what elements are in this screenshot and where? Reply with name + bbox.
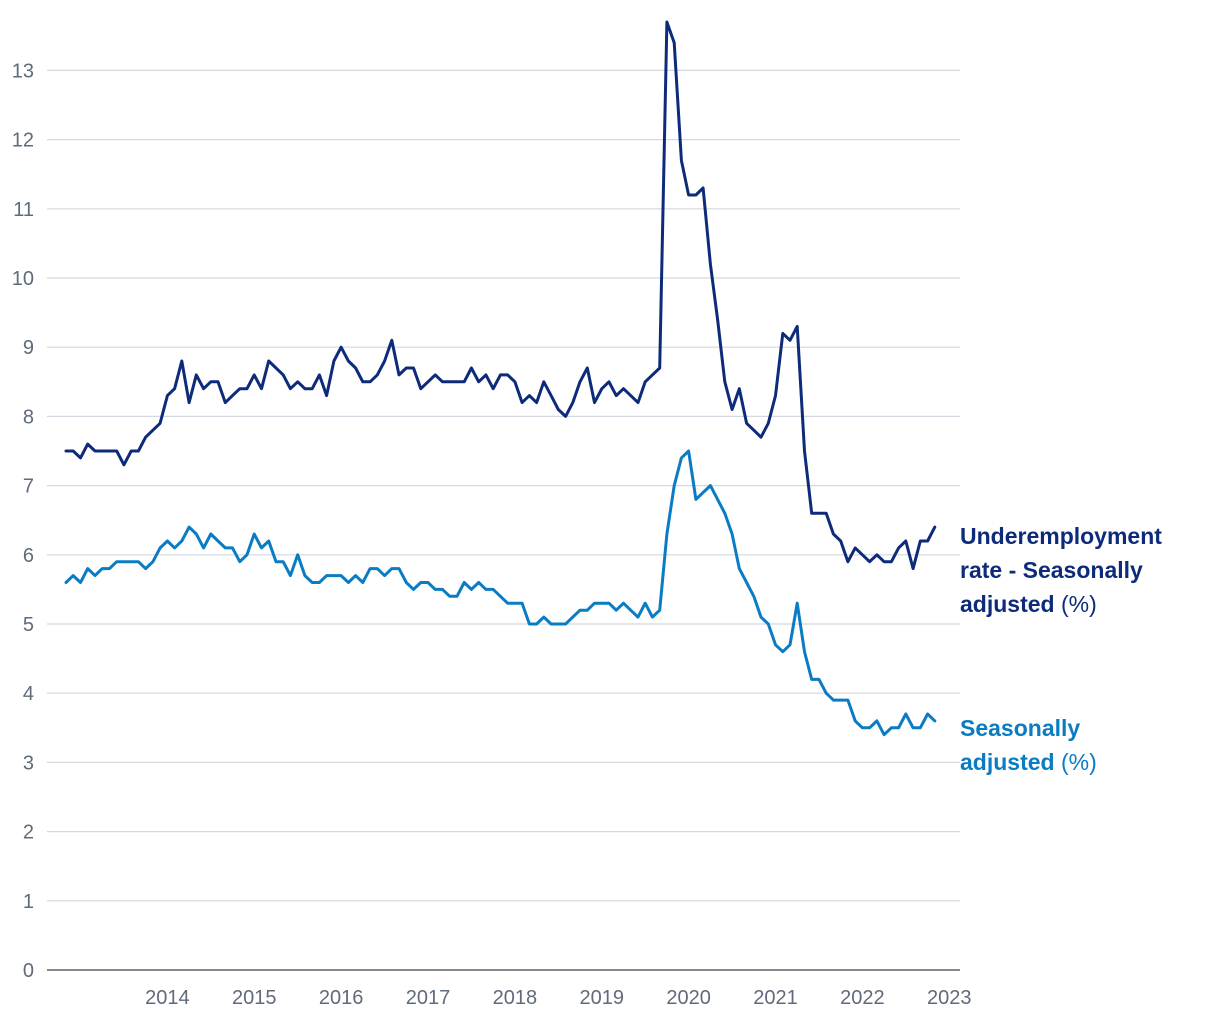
y-tick-label-8: 8 (23, 406, 34, 428)
y-tick-label-5: 5 (23, 614, 34, 636)
y-tick-label-2: 2 (23, 822, 34, 844)
gridlines (47, 69, 960, 971)
x-tick-label-2020: 2020 (666, 987, 711, 1009)
y-tick-label-11: 11 (13, 199, 34, 221)
series-line-unemployment (64, 449, 937, 737)
y-tick-label-10: 10 (12, 268, 34, 290)
y-tick-label-1: 1 (23, 891, 34, 913)
legend-underemployment-label: adjusted (960, 591, 1055, 617)
y-tick-label-13: 13 (12, 60, 34, 82)
y-tick-label-9: 9 (23, 337, 34, 359)
x-tick-label-2018: 2018 (493, 987, 538, 1009)
series-line-underemployment (64, 20, 937, 571)
legend-unemployment-unit: (%) (1060, 749, 1097, 775)
series-lines (64, 20, 937, 737)
y-tick-label-6: 6 (23, 545, 34, 567)
legend-unemployment-line-2: adjusted (%) (960, 745, 1210, 779)
legend-unemployment: Seasonally adjusted (%) (960, 711, 1210, 779)
legend-unemployment-line-1: Seasonally (960, 715, 1081, 741)
y-tick-label-4: 4 (23, 683, 34, 705)
legend-underemployment-line-1: Underemployment rate - Seasonally (960, 523, 1162, 583)
x-tick-label-2021: 2021 (753, 987, 798, 1009)
x-tick-label-2022: 2022 (840, 987, 885, 1009)
x-tick-label-2019: 2019 (580, 987, 625, 1009)
x-tick-label-2023: 2023 (927, 987, 972, 1009)
x-axis-tick-labels: 2014 2015 2016 2017 2018 2019 2020 2021 2022 2023 (145, 987, 971, 1009)
legend-underemployment: Underemployment rate - Seasonally adjust… (960, 519, 1210, 621)
y-tick-label-0: 0 (23, 960, 34, 982)
y-tick-label-12: 12 (12, 130, 34, 152)
legend-unemployment-label: adjusted (960, 749, 1055, 775)
y-tick-label-3: 3 (23, 752, 34, 774)
x-tick-label-2017: 2017 (406, 987, 451, 1009)
legend-underemployment-unit: (%) (1060, 591, 1097, 617)
legend-underemployment-line-2: adjusted (%) (960, 587, 1210, 621)
x-tick-label-2014: 2014 (145, 987, 190, 1009)
x-tick-label-2015: 2015 (232, 987, 277, 1009)
y-tick-label-7: 7 (23, 476, 34, 498)
x-tick-label-2016: 2016 (319, 987, 364, 1009)
